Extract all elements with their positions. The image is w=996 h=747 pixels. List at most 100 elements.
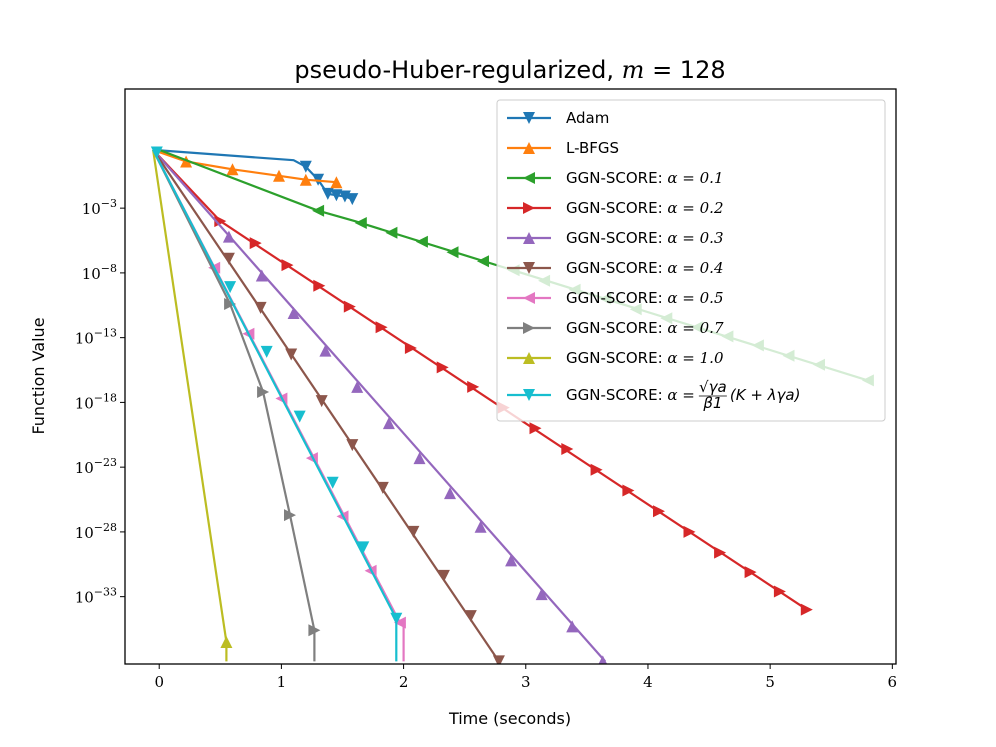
x-axis-label: Time (seconds): [448, 709, 571, 728]
legend-marker: [523, 202, 535, 214]
legend-item: Adam: [507, 109, 609, 127]
data-point: [299, 173, 312, 186]
plot-frame: [124, 88, 897, 665]
data-point: [346, 193, 359, 206]
data-point: [321, 187, 334, 200]
data-point: [446, 246, 459, 259]
data-point: [382, 417, 395, 430]
data-point: [407, 525, 420, 538]
data-point: [281, 259, 294, 272]
y-axis-label: Function Value: [29, 317, 48, 434]
data-point: [346, 439, 359, 452]
data-point: [492, 655, 505, 664]
legend-item: GGN-SCORE: α = 0.1: [507, 169, 724, 187]
legend-marker: [523, 232, 535, 244]
data-point: [529, 422, 542, 435]
data-point: [222, 252, 235, 265]
legend-label: GGN-SCORE: α = 0.1: [566, 169, 724, 187]
data-point: [312, 204, 325, 217]
legend-marker: [523, 262, 535, 274]
x-tick-label: 3: [521, 673, 531, 691]
legend-marker: [523, 172, 535, 184]
data-point: [467, 380, 480, 393]
legend-item: GGN-SCORE: α = 0.5: [507, 289, 724, 307]
data-point: [257, 386, 270, 398]
chart-title-variable: m: [622, 56, 645, 84]
series-6: [152, 149, 505, 664]
legend-item: GGN-SCORE: α = 0.7: [507, 319, 724, 337]
data-point: [260, 345, 273, 358]
data-point: [343, 300, 356, 313]
legend-item: GGN-SCORE: α = 0.2: [507, 199, 724, 217]
data-point: [505, 554, 518, 567]
data-point: [464, 610, 477, 623]
data-point: [285, 348, 298, 361]
data-point: [744, 566, 757, 579]
data-point: [315, 395, 328, 408]
legend-item: GGN-SCORE: α = 1.0: [507, 349, 724, 367]
x-tick-label: 2: [399, 673, 409, 691]
data-point: [308, 624, 321, 637]
x-tick-label: 6: [888, 673, 898, 691]
data-point: [319, 344, 332, 357]
data-point: [375, 321, 388, 334]
legend-marker: [523, 352, 535, 364]
legend-box: [496, 99, 886, 422]
y-axis: 10−3 10−8 10−13 10−18 10−23 10−28 10−33: [75, 197, 125, 607]
data-point: [226, 163, 239, 176]
data-point: [683, 525, 696, 538]
series-10: [150, 146, 403, 662]
data-point: [357, 541, 370, 554]
data-point: [330, 189, 343, 202]
data-point: [436, 361, 449, 374]
legend-label: Adam: [566, 109, 609, 127]
data-point: [326, 476, 339, 489]
data-point: [535, 588, 548, 601]
data-point: [444, 487, 456, 500]
series-2: [152, 148, 343, 189]
data-point: [590, 463, 603, 476]
data-point: [313, 279, 326, 292]
data-point: [354, 217, 367, 229]
legend-marker: [523, 389, 535, 401]
legend-label: GGN-SCORE: α = 0.2: [566, 199, 724, 217]
y-tick-label: 10−8: [82, 262, 117, 283]
chart-title-main: pseudo-Huber-regularized,: [294, 56, 621, 84]
data-point: [437, 569, 450, 582]
legend-label: GGN-SCORE: α = 0.7: [566, 319, 724, 337]
legend-label: GGN-SCORE: α = 0.3: [566, 229, 724, 247]
data-point: [561, 443, 574, 455]
data-point: [598, 655, 608, 664]
y-tick-label: 10−28: [75, 521, 117, 542]
legend-item: L-BFGS: [507, 139, 619, 157]
data-point: [351, 380, 364, 393]
y-tick-label: 10−13: [75, 327, 117, 348]
series-line: [152, 149, 316, 662]
data-point: [404, 342, 417, 354]
data-point: [566, 620, 579, 633]
data-point: [330, 176, 343, 189]
x-tick-label: 1: [277, 673, 287, 691]
data-point: [376, 481, 389, 494]
legend-label: GGN-SCORE: α = 0.5: [566, 289, 724, 307]
legend-fraction-numerator: √γa: [699, 378, 727, 396]
legend-marker: [523, 112, 535, 124]
data-point: [220, 636, 233, 648]
y-tick-label: 10−33: [75, 586, 117, 607]
series-9: [152, 149, 233, 662]
legend-label: GGN-SCORE: α =: [566, 386, 695, 404]
x-tick-label: 0: [154, 673, 164, 691]
data-point: [653, 505, 665, 518]
data-point: [474, 520, 487, 533]
legend-marker: [523, 292, 535, 304]
series-8: [152, 149, 321, 662]
data-point: [293, 410, 306, 423]
data-point: [622, 484, 635, 497]
data-point: [393, 616, 406, 629]
data-point: [224, 281, 237, 294]
legend-item: GGN-SCORE: α = 0.4: [507, 259, 724, 277]
series-5: [152, 149, 608, 664]
data-point: [254, 301, 267, 314]
